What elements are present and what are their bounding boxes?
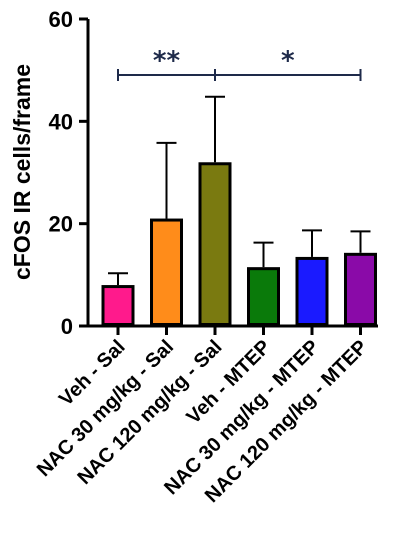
bar [198,162,232,326]
bars [101,162,377,327]
y-tick-label: 0 [61,314,73,339]
y-tick-label: 40 [49,109,73,134]
y-axis-label: cFOS IR cells/frame [9,64,35,280]
significance-label: * [281,46,295,76]
y-tick-label: 20 [49,212,73,237]
bar [344,252,377,326]
y-tick-label: 60 [49,7,73,32]
bar [101,285,135,327]
axes: 0 20 40 60 [49,7,378,339]
error-bars [108,95,371,286]
bar [150,218,183,326]
bar [247,267,280,326]
significance-label: ** [153,46,181,76]
significance-brackets: ** * [117,46,362,81]
bar [295,256,329,326]
